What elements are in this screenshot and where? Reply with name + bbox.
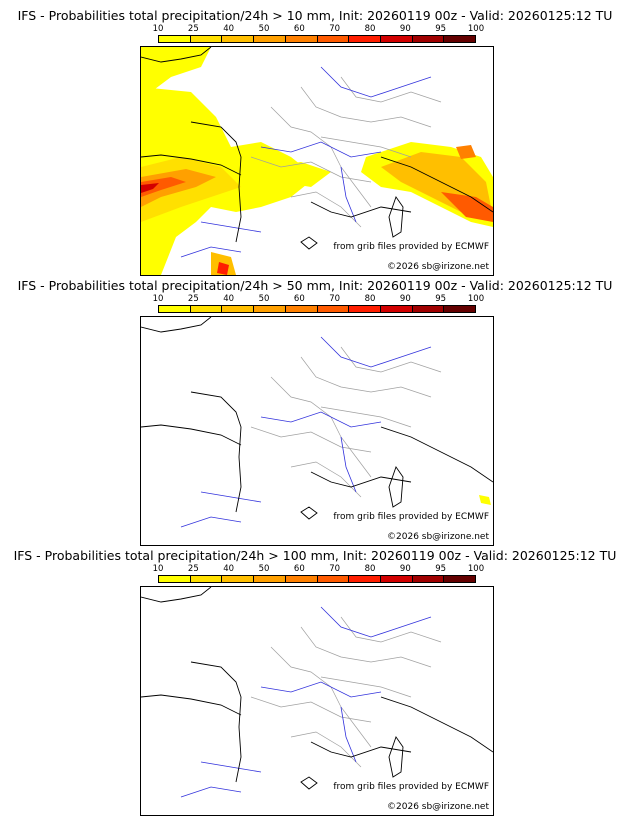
- colorbar-tick-label: 40: [223, 564, 235, 574]
- colorbar-tick-label: 70: [329, 24, 341, 34]
- rivers: [180, 66, 432, 258]
- admin-borders: [250, 616, 442, 768]
- colorbar-tick-label: 25: [187, 294, 199, 304]
- colorbar-tick-label: 95: [435, 24, 447, 34]
- colorbar-segment: [412, 36, 445, 42]
- colorbar-tick-label: 25: [187, 24, 199, 34]
- map-svg: [141, 317, 493, 528]
- map-svg: [141, 47, 493, 275]
- colorbar-tick-label: 90: [399, 564, 411, 574]
- colorbar-tick-label: 95: [435, 294, 447, 304]
- panel-100mm: IFS - Probabilities total precipitation/…: [0, 548, 630, 818]
- colorbar-segment: [412, 306, 445, 312]
- colorbar-tick-label: 10: [152, 294, 164, 304]
- colorbar-tick-label: 100: [467, 564, 485, 574]
- colorbar-tick-label: 80: [364, 24, 376, 34]
- colorbar-segment: [190, 576, 223, 582]
- colorbar: [158, 35, 476, 43]
- colorbar-tick-label: 100: [467, 24, 485, 34]
- colorbar-segment: [254, 576, 286, 582]
- colorbar-segment: [285, 36, 318, 42]
- colorbar-segment: [159, 576, 191, 582]
- colorbar-segment: [285, 306, 318, 312]
- colorbar-tick-label: 40: [223, 294, 235, 304]
- precip-shading: [141, 47, 493, 275]
- colorbar-tick-label: 25: [187, 564, 199, 574]
- data-credit: from grib files provided by ECMWF: [333, 242, 489, 253]
- panel-title: IFS - Probabilities total precipitation/…: [17, 278, 613, 293]
- colorbar-segment: [190, 306, 223, 312]
- precip-shading: [479, 495, 491, 505]
- colorbar-tick-label: 50: [258, 294, 270, 304]
- panel-50mm: IFS - Probabilities total precipitation/…: [0, 278, 630, 548]
- panel-title: IFS - Probabilities total precipitation/…: [17, 8, 613, 23]
- colorbar-ticks: 10 25 40 50 60 70 80 90 95 100: [153, 294, 485, 304]
- colorbar-segment: [349, 36, 381, 42]
- colorbar-segment: [222, 576, 255, 582]
- colorbar-tick-label: 10: [152, 24, 164, 34]
- coastlines: [141, 47, 493, 250]
- colorbar-segment: [317, 576, 350, 582]
- colorbar-segment: [349, 576, 381, 582]
- colorbar-segment: [444, 36, 476, 42]
- colorbar-tick-label: 90: [399, 24, 411, 34]
- colorbar-segment: [380, 576, 413, 582]
- colorbar-segment: [190, 36, 223, 42]
- colorbar-segment: [412, 576, 445, 582]
- colorbar-tick-label: 40: [223, 24, 235, 34]
- colorbar-tick-label: 90: [399, 294, 411, 304]
- colorbar-tick-label: 60: [293, 564, 305, 574]
- colorbar-segment: [380, 36, 413, 42]
- colorbar-tick-label: 60: [293, 294, 305, 304]
- coastlines: [141, 317, 493, 520]
- colorbar-segment: [159, 36, 191, 42]
- rivers: [180, 336, 432, 528]
- precip-map: from grib files provided by ECMWF ©2026 …: [140, 586, 494, 816]
- panel-title: IFS - Probabilities total precipitation/…: [13, 548, 617, 563]
- colorbar-tick-label: 95: [435, 564, 447, 574]
- coastlines: [141, 587, 493, 790]
- colorbar-segment: [159, 306, 191, 312]
- data-credit: from grib files provided by ECMWF: [333, 512, 489, 523]
- colorbar-tick-label: 60: [293, 24, 305, 34]
- colorbar-tick-label: 70: [329, 294, 341, 304]
- colorbar-tick-label: 50: [258, 564, 270, 574]
- colorbar-ticks: 10 25 40 50 60 70 80 90 95 100: [153, 564, 485, 574]
- admin-borders: [250, 346, 442, 498]
- copyright: ©2026 sb@irizone.net: [387, 262, 489, 273]
- colorbar: [158, 305, 476, 313]
- precip-map: from grib files provided by ECMWF ©2026 …: [140, 316, 494, 546]
- copyright: ©2026 sb@irizone.net: [387, 802, 489, 813]
- colorbar-segment: [444, 576, 476, 582]
- panel-10mm: IFS - Probabilities total precipitation/…: [0, 8, 630, 278]
- colorbar-segment: [317, 306, 350, 312]
- copyright: ©2026 sb@irizone.net: [387, 532, 489, 543]
- colorbar-segment: [222, 306, 255, 312]
- colorbar-tick-label: 80: [364, 294, 376, 304]
- data-credit: from grib files provided by ECMWF: [333, 782, 489, 793]
- colorbar-tick-label: 80: [364, 564, 376, 574]
- colorbar-tick-label: 100: [467, 294, 485, 304]
- colorbar-segment: [444, 306, 476, 312]
- colorbar-segment: [254, 36, 286, 42]
- colorbar-ticks: 10 25 40 50 60 70 80 90 95 100: [153, 24, 485, 34]
- rivers: [180, 606, 432, 798]
- colorbar-tick-label: 50: [258, 24, 270, 34]
- precip-map: from grib files provided by ECMWF ©2026 …: [140, 46, 494, 276]
- colorbar-segment: [222, 36, 255, 42]
- colorbar-segment: [317, 36, 350, 42]
- colorbar-tick-label: 70: [329, 564, 341, 574]
- colorbar-segment: [285, 576, 318, 582]
- map-svg: [141, 587, 493, 798]
- colorbar-segment: [349, 306, 381, 312]
- colorbar-segment: [380, 306, 413, 312]
- colorbar-segment: [254, 306, 286, 312]
- colorbar: [158, 575, 476, 583]
- colorbar-tick-label: 10: [152, 564, 164, 574]
